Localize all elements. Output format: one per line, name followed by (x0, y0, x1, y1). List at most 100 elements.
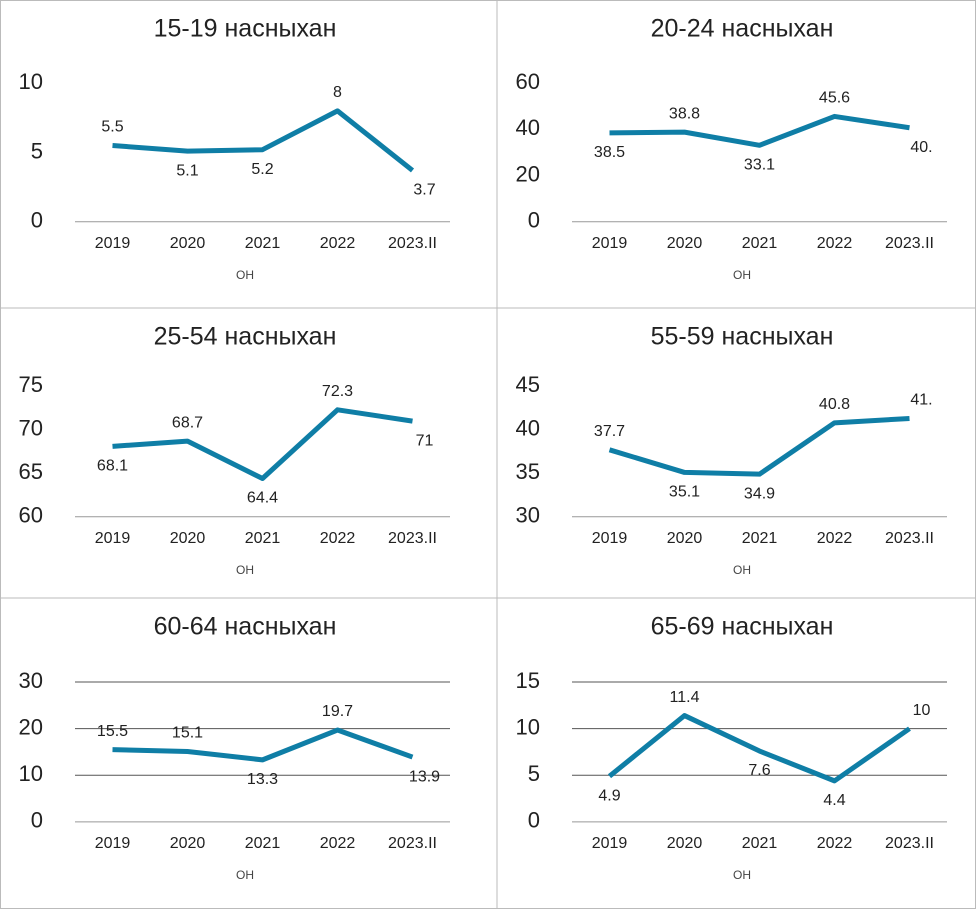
x-tick-label: 2023.II (388, 235, 437, 252)
data-label: 4.4 (823, 792, 845, 809)
data-label: 10 (913, 702, 931, 719)
x-tick-label: 2021 (742, 235, 778, 252)
y-tick-label: 20 (516, 161, 540, 186)
x-tick-label: 2023.II (885, 235, 934, 252)
data-label: 37.7 (594, 423, 625, 440)
y-tick-label: 70 (19, 416, 43, 441)
y-tick-label: 10 (19, 69, 43, 94)
chart-title: 60-64 насныхан (154, 613, 337, 641)
x-tick-label: 2022 (817, 530, 853, 547)
data-label: 13.3 (247, 771, 278, 788)
data-label: 15.1 (172, 725, 203, 742)
y-tick-label: 65 (19, 459, 43, 484)
x-tick-label: 2022 (320, 530, 356, 547)
data-label: 19.7 (322, 703, 353, 720)
data-label: 38.8 (669, 105, 700, 122)
data-label: 5.5 (101, 119, 123, 136)
line (112, 108, 415, 173)
data-label: 15.5 (97, 723, 128, 740)
data-label: 5.1 (176, 162, 198, 179)
data-label: 64.4 (247, 490, 278, 507)
line (112, 727, 414, 763)
data-label: 68.1 (97, 458, 128, 475)
data-label: 4.9 (598, 787, 620, 804)
data-label: 40.8 (819, 396, 850, 413)
x-tick-label: 2021 (245, 235, 281, 252)
y-tick-label: 5 (528, 761, 540, 786)
y-tick-label: 60 (516, 69, 540, 94)
y-tick-label: 30 (19, 668, 43, 693)
y-tick-label: 5 (31, 138, 43, 163)
x-tick-label: 2019 (95, 835, 131, 852)
x-tick-label: 2021 (742, 530, 778, 547)
data-label: 72.3 (322, 383, 353, 400)
y-tick-label: 0 (31, 208, 43, 233)
data-label: 5.2 (251, 161, 273, 178)
x-axis-label: ОН (733, 268, 751, 282)
line (609, 113, 910, 148)
data-label: 7.6 (748, 762, 770, 779)
line (607, 713, 911, 784)
chart-title: 15-19 насныхан (154, 15, 337, 43)
y-tick-label: 0 (528, 208, 540, 233)
chart-title: 55-59 насныхан (651, 323, 834, 351)
x-tick-label: 2020 (667, 835, 703, 852)
y-tick-label: 10 (19, 761, 43, 786)
y-tick-label: 30 (516, 503, 540, 528)
x-tick-label: 2019 (592, 530, 628, 547)
data-label: 34.9 (744, 485, 775, 502)
y-tick-label: 40 (516, 416, 540, 441)
data-label: 40. (910, 139, 932, 156)
x-axis-label: ОН (236, 268, 254, 282)
data-label: 68.7 (172, 414, 203, 431)
y-tick-label: 75 (19, 372, 43, 397)
data-label: 3.7 (413, 182, 435, 199)
x-axis-label: ОН (733, 868, 751, 882)
data-label: 45.6 (819, 90, 850, 107)
data-label: 11.4 (670, 689, 700, 706)
x-tick-label: 2021 (245, 530, 281, 547)
data-label: 8 (333, 84, 342, 101)
data-label: 35.1 (669, 484, 700, 501)
x-tick-label: 2019 (592, 835, 628, 852)
y-tick-label: 35 (516, 459, 540, 484)
x-tick-label: 2020 (667, 235, 703, 252)
data-label: 38.5 (594, 144, 625, 161)
x-tick-label: 2019 (95, 235, 131, 252)
x-tick-label: 2020 (667, 530, 703, 547)
x-tick-label: 2022 (817, 835, 853, 852)
data-label: 41. (910, 392, 932, 409)
x-tick-label: 2023.II (885, 835, 934, 852)
y-tick-label: 20 (19, 714, 43, 739)
y-tick-label: 0 (528, 808, 540, 833)
chart-title: 20-24 насныхан (651, 15, 834, 43)
y-tick-label: 0 (31, 808, 43, 833)
chart-title: 25-54 насныхан (154, 323, 337, 351)
line (608, 415, 910, 477)
x-tick-label: 2021 (245, 835, 281, 852)
x-tick-label: 2020 (170, 235, 206, 252)
x-tick-label: 2019 (95, 530, 131, 547)
data-label: 71 (416, 432, 434, 449)
x-tick-label: 2020 (170, 835, 206, 852)
x-tick-label: 2022 (320, 835, 356, 852)
data-label: 13.9 (409, 768, 440, 785)
x-tick-label: 2023.II (388, 530, 437, 547)
y-tick-label: 15 (516, 668, 540, 693)
y-tick-label: 45 (516, 372, 540, 397)
data-label: 33.1 (744, 157, 775, 174)
x-tick-label: 2023.II (885, 530, 934, 547)
x-axis-label: ОН (733, 563, 751, 577)
y-tick-label: 60 (19, 503, 43, 528)
x-tick-label: 2023.II (388, 835, 437, 852)
x-tick-label: 2019 (592, 235, 628, 252)
x-tick-label: 2022 (817, 235, 853, 252)
y-tick-label: 40 (516, 115, 540, 140)
y-tick-label: 10 (516, 714, 540, 739)
x-tick-label: 2022 (320, 235, 356, 252)
x-axis-label: ОН (236, 563, 254, 577)
x-tick-label: 2021 (742, 835, 778, 852)
chart-title: 65-69 насныхан (651, 613, 834, 641)
